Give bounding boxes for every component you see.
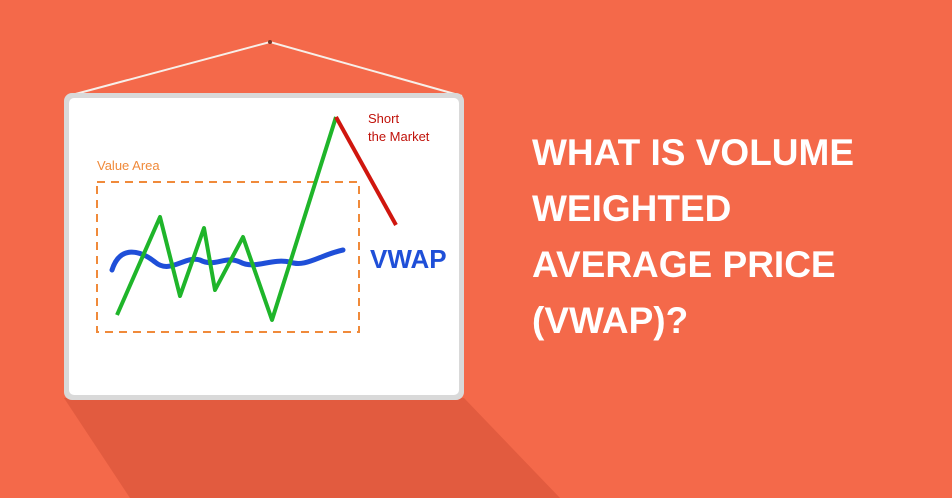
short-line	[334, 116, 398, 226]
value-area-label: Value Area	[97, 158, 160, 173]
heading-line: WEIGHTED	[532, 188, 731, 229]
nail	[268, 40, 272, 44]
price-line	[115, 116, 338, 322]
short-label: the Market	[368, 129, 430, 144]
vwap-line	[109, 247, 346, 273]
short-label: Short	[368, 111, 399, 126]
heading-line: AVERAGE PRICE	[532, 244, 836, 285]
vwap-label: VWAP	[370, 244, 447, 274]
board	[69, 98, 459, 395]
heading-line: WHAT IS VOLUME	[532, 132, 854, 173]
board-shadow	[64, 398, 560, 498]
heading-line: (VWAP)?	[532, 300, 688, 341]
value-area-box	[96, 181, 360, 333]
